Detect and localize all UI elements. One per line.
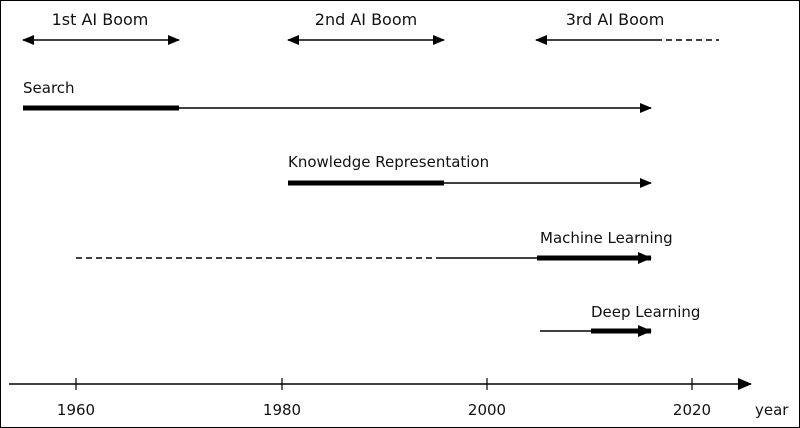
track-label-knowledge-representation: Knowledge Representation	[288, 153, 489, 171]
track-label-deep-learning: Deep Learning	[591, 303, 700, 321]
axis-unit-label: year	[755, 401, 789, 419]
tick-label-1960: 1960	[57, 401, 95, 419]
boom-label-1: 1st AI Boom	[52, 10, 149, 29]
boom-label-2: 2nd AI Boom	[315, 10, 417, 29]
tick-label-2000: 2000	[468, 401, 506, 419]
track-label-search: Search	[23, 79, 75, 97]
tick-label-2020: 2020	[673, 401, 711, 419]
tick-label-1980: 1980	[263, 401, 301, 419]
boom-label-3: 3rd AI Boom	[566, 10, 665, 29]
track-label-machine-learning: Machine Learning	[540, 229, 673, 247]
